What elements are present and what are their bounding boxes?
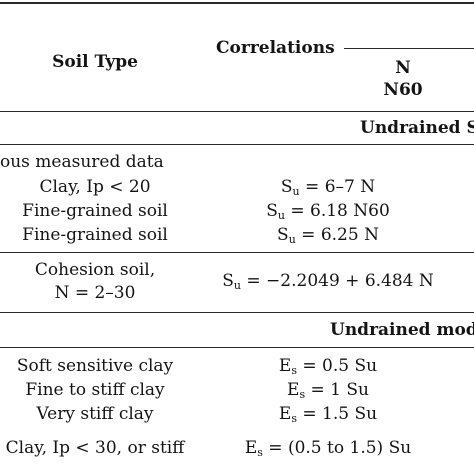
correlations-underline	[344, 48, 474, 49]
correlation-cell: Su = 6–7 N	[280, 177, 376, 198]
group1-bottom-rule	[0, 252, 474, 253]
correlation-cell: Es = 1.5 Su	[278, 404, 378, 425]
header-bottom-rule	[0, 111, 474, 112]
group1-title: ous measured data	[0, 152, 164, 172]
section-undrained-strength: Undrained S	[360, 118, 474, 138]
group2-bottom-rule	[0, 312, 474, 313]
section-undrained-modulus: Undrained mod	[330, 320, 474, 340]
correlation-cell: Es = 0.5 Su	[278, 356, 378, 377]
table-top-rule	[0, 2, 474, 4]
soil-cell: Fine to stiff clay	[25, 380, 165, 400]
correlation-cell: Su = 6.18 N60	[266, 201, 390, 222]
section2-rule	[0, 347, 474, 348]
correlation-cell: Es = 1 Su	[287, 380, 369, 401]
soil-cell: Fine-grained soil	[22, 225, 168, 245]
soil-cell: Clay, Ip < 30, or stiff	[5, 438, 185, 458]
correlation-cell: Su = −2.2049 + 6.484 N	[222, 271, 434, 292]
soil-cell: Fine-grained soil	[22, 201, 168, 221]
soil-cell-line2: N = 2–30	[54, 283, 136, 303]
correlation-cell: Su = 6.25 N	[277, 225, 379, 246]
correlation-cell: Es = (0.5 to 1.5) Su	[244, 438, 412, 459]
correlation-n-header: N	[395, 58, 411, 78]
soil-type-header: Soil Type	[52, 52, 138, 72]
section1-rule	[0, 144, 474, 145]
soil-cell: Soft sensitive clay	[16, 356, 174, 376]
correlations-header: Correlations	[216, 38, 335, 58]
soil-cell: Clay, Ip < 20	[39, 177, 151, 197]
correlation-n60-header: N60	[383, 80, 423, 100]
soil-cell: Very stiff clay	[36, 404, 154, 424]
soil-cell: Cohesion soil,	[34, 260, 156, 280]
